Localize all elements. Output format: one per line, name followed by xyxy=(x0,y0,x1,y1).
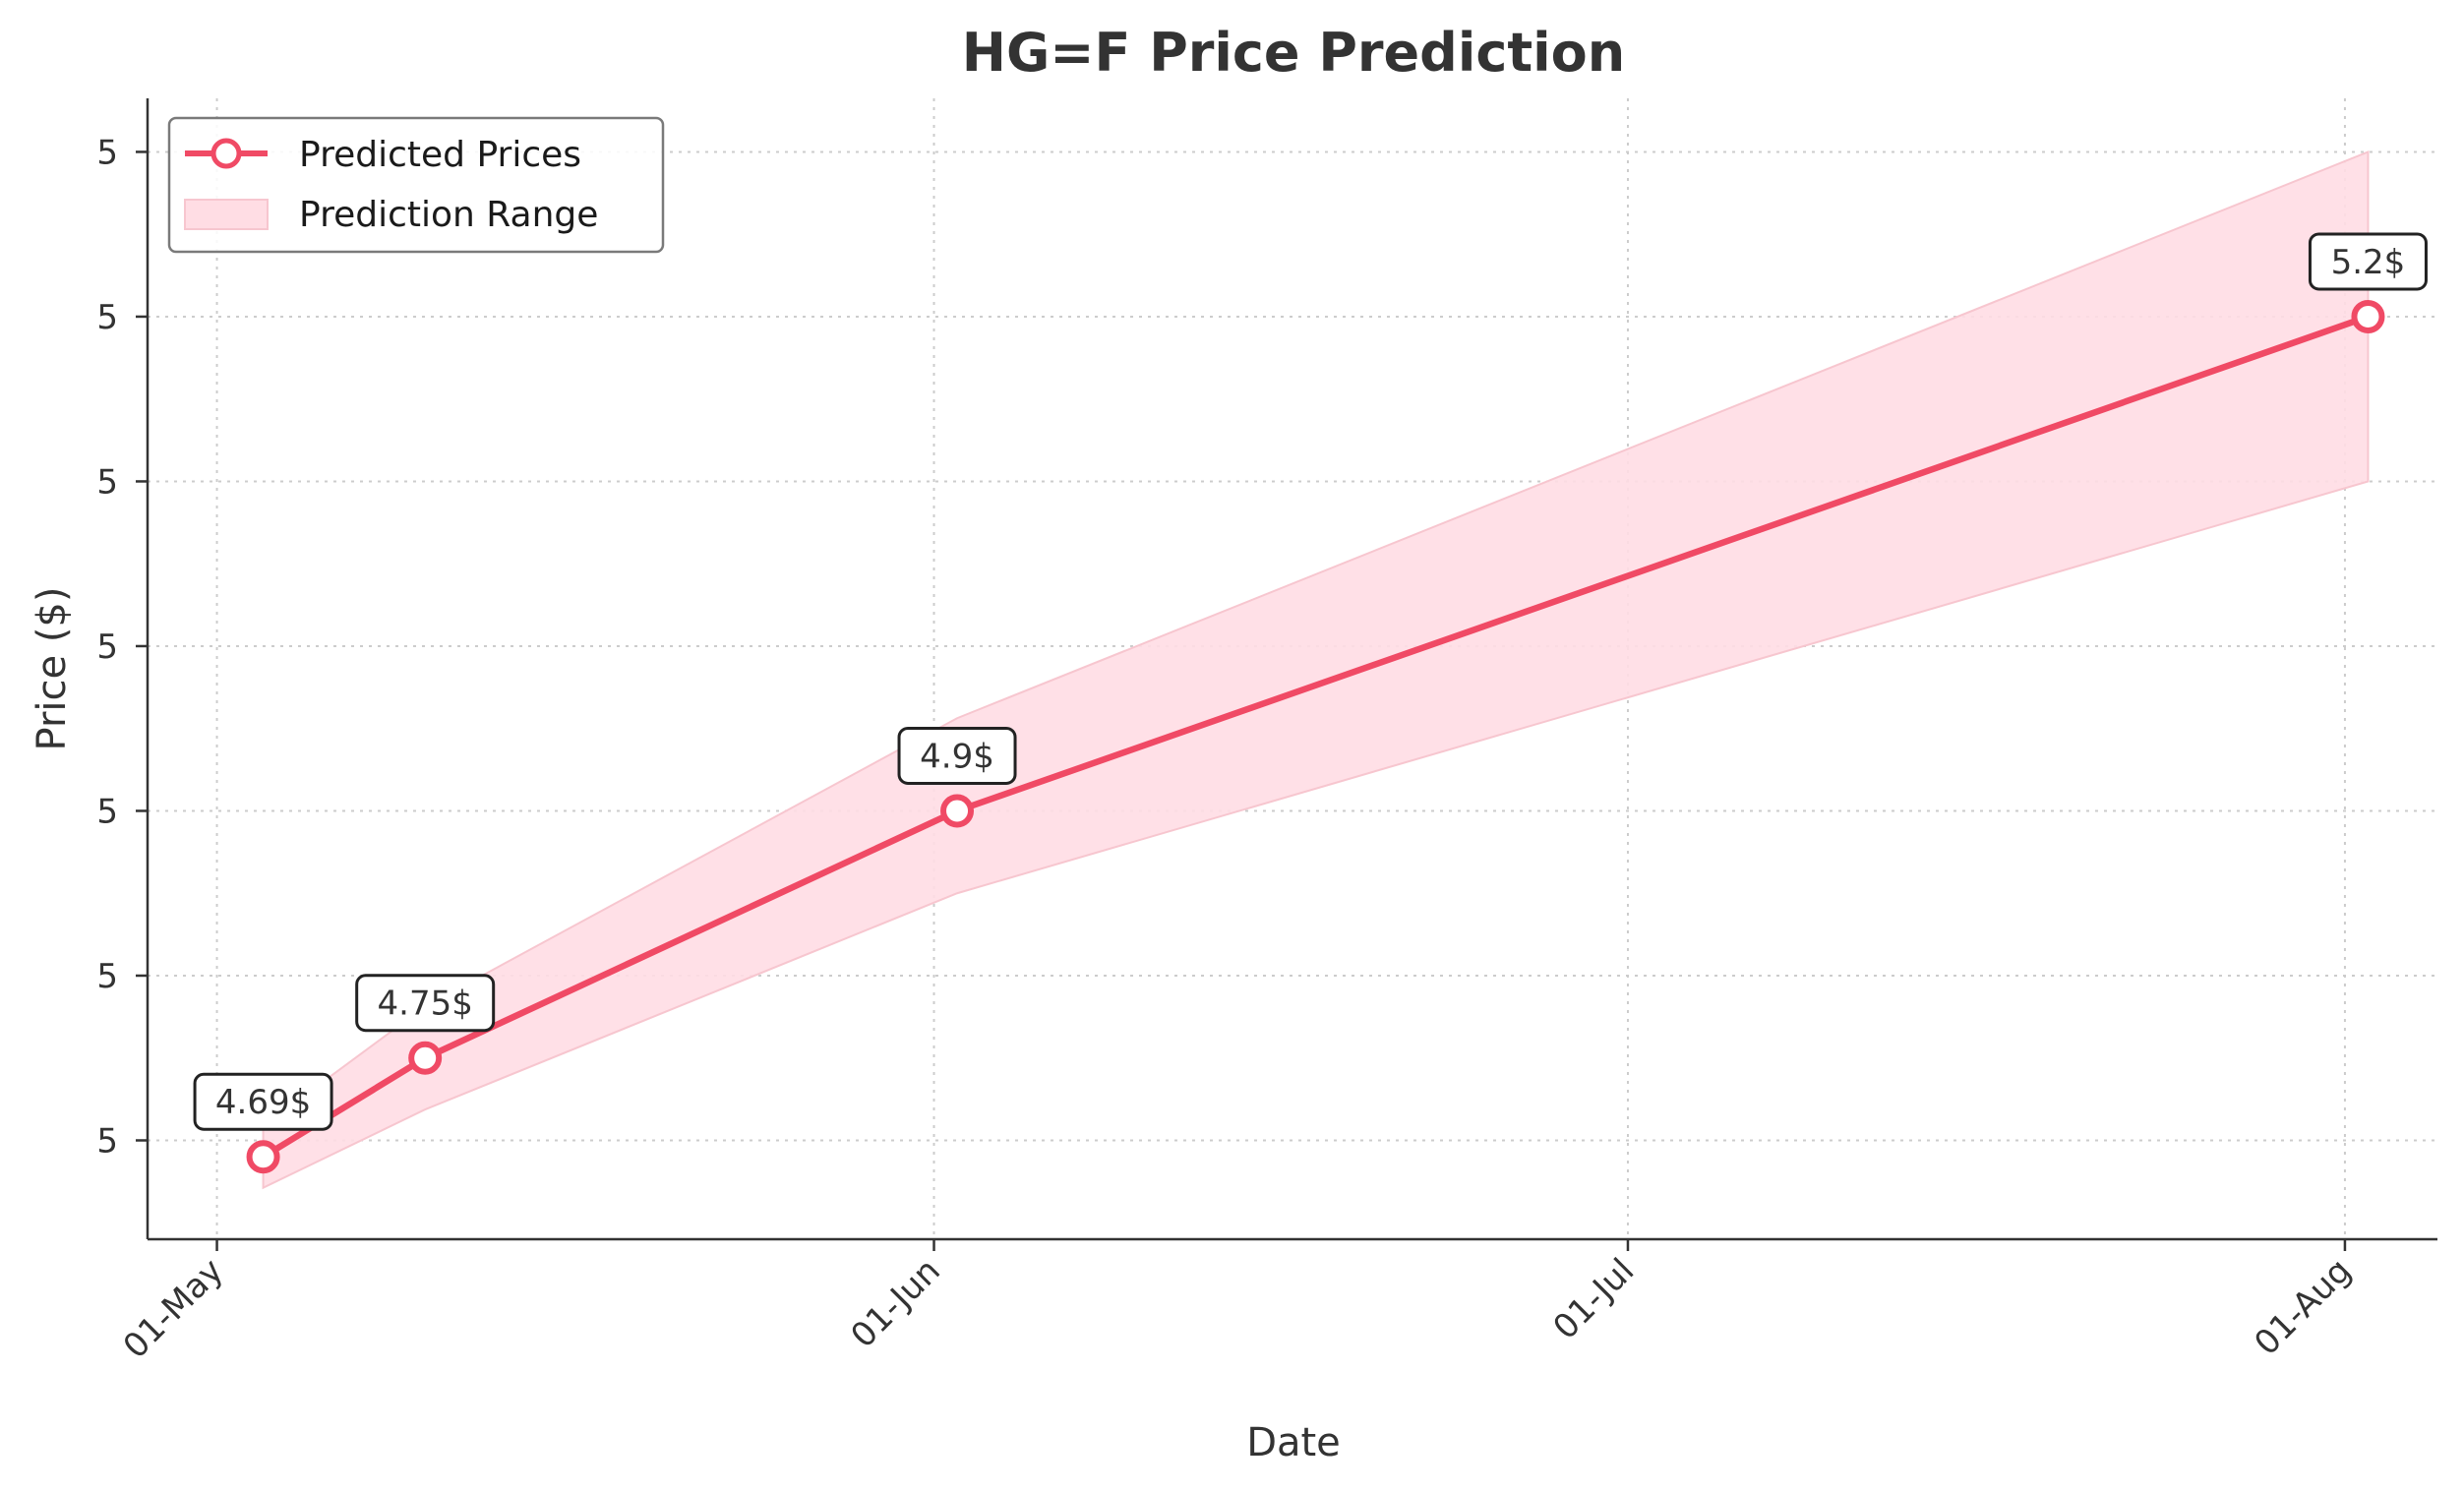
data-label-3: 5.2$ xyxy=(2308,232,2428,291)
y-tick-label-6: 5 xyxy=(96,133,118,172)
data-point-0 xyxy=(246,1140,280,1174)
legend: Predicted Prices Prediction Range xyxy=(167,116,665,254)
data-label-1: 4.75$ xyxy=(355,974,496,1033)
legend-label-range: Prediction Range xyxy=(299,195,598,235)
data-label-box-1 xyxy=(355,974,496,1033)
y-axis-ticks: 5 5 5 5 5 5 5 xyxy=(96,133,148,1161)
legend-box xyxy=(167,116,665,254)
y-tick-label-5: 5 xyxy=(96,298,118,337)
x-axis-ticks: 01-May 01-Jun 01-Jul 01-Aug xyxy=(116,1239,2359,1366)
data-label-box-2 xyxy=(897,726,1017,785)
x-axis-label: Date xyxy=(1246,1420,1341,1465)
data-label-box-3 xyxy=(2308,232,2428,291)
data-label-2: 4.9$ xyxy=(897,726,1017,785)
data-label-text-3: 5.2$ xyxy=(2331,243,2406,282)
data-point-1 xyxy=(408,1041,443,1075)
legend-marker-swatch xyxy=(210,138,242,169)
data-point-2 xyxy=(940,794,975,828)
x-tick-label-2: 01-Jul xyxy=(1545,1251,1642,1347)
data-labels: 4.69$ 4.75$ 4.9$ 5.2$ xyxy=(193,232,2428,1131)
data-label-0: 4.69$ xyxy=(193,1072,333,1131)
y-tick-label-4: 5 xyxy=(96,462,118,502)
legend-label-predicted: Predicted Prices xyxy=(299,135,581,175)
y-tick-label-3: 5 xyxy=(96,627,118,667)
predicted-prices-line xyxy=(261,313,2370,1161)
chart-title: HG=F Price Prediction xyxy=(962,22,1625,84)
x-tick-label-3: 01-Aug xyxy=(2247,1251,2359,1363)
x-tick-label-1: 01-Jun xyxy=(843,1251,947,1355)
data-label-box-0 xyxy=(193,1072,333,1131)
data-label-text-2: 4.9$ xyxy=(920,737,994,776)
data-label-text-1: 4.75$ xyxy=(378,985,473,1024)
y-axis-label: Price ($) xyxy=(30,587,75,751)
x-tick-label-0: 01-May xyxy=(116,1251,231,1366)
legend-band-swatch xyxy=(184,199,269,230)
data-label-text-0: 4.69$ xyxy=(215,1083,311,1122)
y-tick-label-2: 5 xyxy=(96,792,118,831)
y-tick-label-1: 5 xyxy=(96,957,118,996)
data-point-3 xyxy=(2351,299,2385,333)
y-tick-label-0: 5 xyxy=(96,1121,118,1161)
prediction-range-band xyxy=(262,149,2370,1190)
data-points xyxy=(246,299,2385,1174)
